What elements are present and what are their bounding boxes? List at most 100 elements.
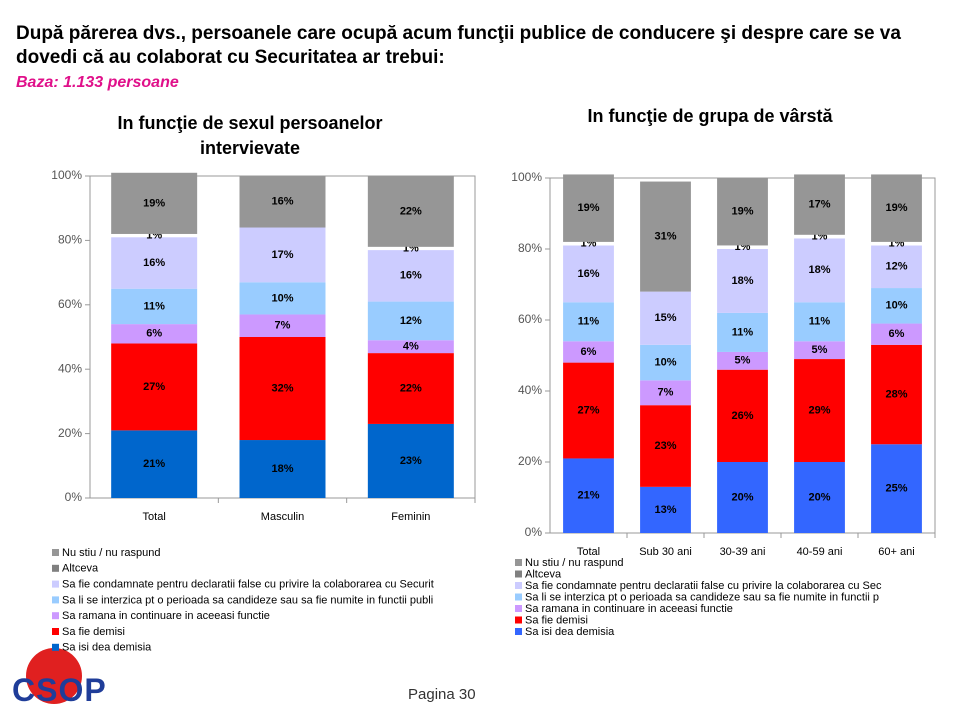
value-label: 16%: [400, 270, 422, 282]
y-tick-label: 100%: [51, 168, 82, 182]
y-tick-label: 80%: [518, 241, 542, 255]
bar-segment: [871, 288, 922, 324]
value-label: 32%: [271, 382, 293, 394]
bar-segment: [640, 405, 691, 487]
value-label: 16%: [271, 196, 293, 208]
value-label: 19%: [731, 206, 753, 218]
y-tick-label: 100%: [511, 170, 542, 184]
y-tick-label: 0%: [65, 490, 83, 504]
bar-segment: [640, 291, 691, 345]
bar-segment: [794, 174, 845, 235]
bar-segment: [239, 176, 326, 228]
bar-segment: [794, 234, 845, 239]
value-label: 21%: [577, 490, 599, 502]
bar-segment: [640, 344, 691, 381]
bar-segment: [367, 250, 454, 302]
y-tick-label: 80%: [58, 233, 82, 247]
legend-label: Nu stiu / nu raspund: [525, 557, 623, 569]
x-tick-label: Sub 30 ani: [639, 546, 692, 558]
y-tick-label: 40%: [518, 383, 542, 397]
value-label: 11%: [732, 326, 754, 338]
legend-swatch: [52, 628, 59, 635]
bar-segment: [367, 176, 454, 247]
value-label: 15%: [654, 312, 676, 324]
value-label: 25%: [885, 483, 907, 495]
value-label: 5%: [812, 344, 828, 356]
value-label: 6%: [581, 346, 597, 358]
bar-segment: [717, 369, 768, 462]
bar-segment: [794, 462, 845, 533]
bar-segment: [111, 172, 198, 234]
bar-segment: [111, 237, 198, 289]
legend-label: Sa li se interzica pt o perioada sa cand…: [62, 594, 433, 606]
bar-segment: [563, 302, 614, 342]
value-label: 7%: [658, 387, 674, 399]
legend-swatch: [515, 628, 522, 635]
bar-segment: [111, 324, 198, 344]
bar-segment: [367, 301, 454, 341]
x-tick-label: Total: [577, 546, 600, 558]
y-tick-label: 60%: [518, 312, 542, 326]
bar-segment: [563, 341, 614, 363]
value-label: 7%: [275, 320, 291, 332]
y-tick-label: 20%: [518, 454, 542, 468]
value-label: 16%: [577, 268, 599, 280]
bar-segment: [111, 288, 198, 325]
value-label: 10%: [271, 292, 293, 304]
value-label: 11%: [143, 300, 165, 312]
value-label: 26%: [731, 410, 753, 422]
legend-label: Sa fie condamnate pentru declaratii fals…: [525, 580, 882, 592]
bar-segment: [111, 343, 198, 431]
x-tick-label: 60+ ani: [878, 546, 914, 558]
legend-label: Sa ramana in continuare in aceeasi funct…: [62, 610, 270, 622]
bar-segment: [640, 380, 691, 406]
bar-segment: [871, 323, 922, 345]
value-label: 20%: [808, 491, 830, 503]
x-tick-label: 40-59 ani: [797, 546, 843, 558]
legend-swatch: [515, 582, 522, 589]
legend-label: Altceva: [62, 563, 99, 575]
legend-label: Sa fie demisi: [62, 626, 125, 638]
value-label: 4%: [403, 341, 419, 353]
bar-segment: [367, 340, 454, 354]
y-tick-label: 0%: [525, 525, 543, 539]
legend-swatch: [515, 593, 522, 601]
value-label: 27%: [143, 381, 165, 393]
bar-segment: [871, 241, 922, 246]
slide-title: După părerea dvs., persoanele care ocupă…: [16, 23, 901, 68]
bar-segment: [239, 227, 326, 283]
base-note: Baza: 1.133 persoane: [16, 74, 179, 91]
bar-segment: [717, 178, 768, 246]
value-label: 6%: [146, 328, 162, 340]
bar-segment: [794, 302, 845, 342]
bar-segment: [794, 359, 845, 462]
legend-label: Sa fie demisi: [525, 614, 588, 626]
bar-segment: [794, 341, 845, 360]
legend-label: Sa fie condamnate pentru declaratii fals…: [62, 579, 434, 591]
bar-segment: [563, 241, 614, 246]
bar-segment: [871, 174, 922, 242]
chart-title: In funcţie de grupa de vârstă: [587, 106, 833, 126]
logo: CSOP: [12, 672, 107, 708]
value-label: 23%: [654, 440, 676, 452]
value-label: 16%: [143, 257, 165, 269]
value-label: 22%: [400, 205, 422, 217]
value-label: 10%: [885, 300, 907, 312]
bar-segment: [563, 245, 614, 303]
value-label: 17%: [271, 249, 293, 261]
bar-segment: [111, 430, 198, 498]
bar-segment: [717, 312, 768, 352]
value-label: 18%: [271, 463, 293, 475]
bar-segment: [367, 353, 454, 424]
bar-segment: [367, 423, 454, 498]
value-label: 13%: [654, 504, 676, 516]
bar-segment: [563, 174, 614, 242]
y-tick-label: 20%: [58, 426, 82, 440]
value-label: 19%: [143, 197, 165, 209]
value-label: 28%: [885, 388, 907, 400]
value-label: 23%: [400, 455, 422, 467]
value-label: 21%: [143, 458, 165, 470]
value-label: 12%: [400, 315, 422, 327]
